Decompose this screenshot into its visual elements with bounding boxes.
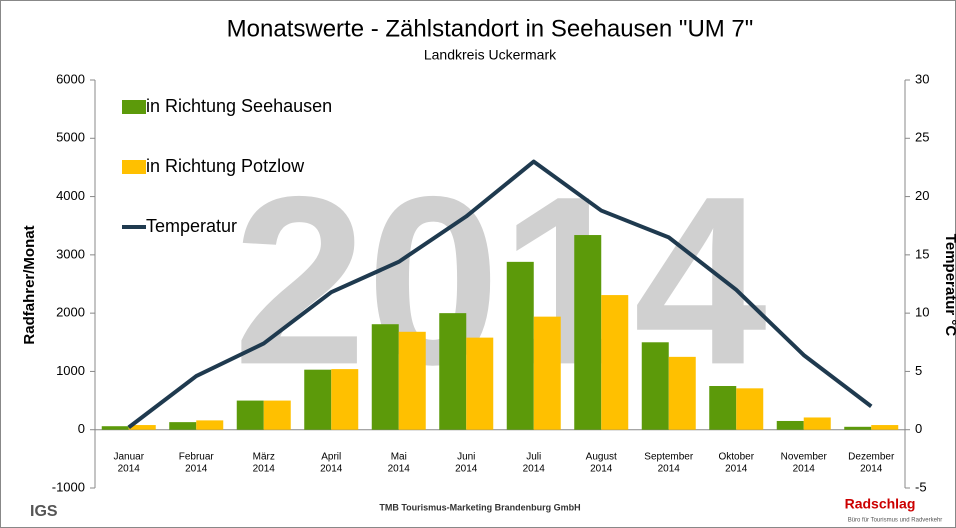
chart-subtitle: Landkreis Uckermark	[424, 47, 557, 63]
bar	[709, 386, 737, 430]
bar	[263, 400, 291, 430]
y-tick-label: 6000	[56, 71, 85, 86]
bar	[803, 417, 831, 430]
x-tick-label: Juni 2014	[455, 451, 478, 474]
bar	[533, 316, 561, 430]
bar	[668, 356, 696, 430]
x-tick-label: Januar 2014	[113, 451, 144, 474]
bar	[601, 295, 629, 430]
y2-tick-label: -5	[915, 479, 927, 494]
x-tick-label: Mai 2014	[388, 451, 411, 474]
legend-label: in Richtung Potzlow	[146, 156, 305, 176]
y-tick-label: 0	[78, 421, 85, 436]
x-tick-label: Februar 2014	[179, 451, 215, 474]
bar	[371, 324, 399, 430]
logo-center: TMB Tourismus-Marketing Brandenburg GmbH	[379, 502, 580, 512]
bar	[331, 369, 359, 430]
x-tick-label: September 2014	[644, 451, 694, 474]
bar	[844, 426, 872, 430]
y2-tick-label: 5	[915, 363, 922, 378]
y-tick-label: 4000	[56, 188, 85, 203]
chart-title: Monatswerte - Zählstandort in Seehausen …	[227, 15, 754, 42]
bar	[871, 425, 899, 430]
bar	[736, 388, 764, 430]
temperature-line	[127, 159, 873, 429]
y2-axis-title: Temperatur °C	[942, 234, 956, 337]
y2-tick-label: 10	[915, 305, 929, 320]
x-tick-label: Dezember 2014	[848, 451, 895, 474]
y-tick-label: -1000	[52, 479, 85, 494]
bar	[398, 331, 426, 430]
legend-swatch	[122, 100, 146, 114]
bar	[236, 400, 264, 430]
y-tick-label: 5000	[56, 130, 85, 145]
logo-right: Radschlag	[845, 496, 916, 512]
y-tick-label: 2000	[56, 305, 85, 320]
bar	[506, 261, 534, 430]
bar	[466, 337, 494, 430]
y-tick-label: 3000	[56, 246, 85, 261]
x-tick-label: August 2014	[586, 451, 617, 474]
x-tick-label: November 2014	[781, 451, 828, 474]
x-tick-label: Oktober 2014	[718, 451, 754, 474]
bar	[169, 422, 197, 430]
y2-tick-label: 0	[915, 421, 922, 436]
bar	[641, 342, 669, 430]
bar	[128, 425, 156, 430]
bar	[304, 369, 332, 430]
legend-label: Temperatur	[146, 216, 237, 236]
logo-right-sub: Büro für Tourismus und Radverkehr	[848, 518, 943, 524]
bar	[101, 426, 129, 430]
x-tick-label: März 2014	[253, 451, 276, 474]
bar	[439, 313, 467, 430]
y-axis-title: Radfahrer/Monat	[21, 225, 38, 344]
logo-left: IGS	[30, 503, 58, 520]
legend-swatch	[122, 160, 146, 174]
legend-label: in Richtung Seehausen	[146, 96, 332, 116]
y2-tick-label: 20	[915, 188, 929, 203]
y2-tick-label: 25	[915, 130, 929, 145]
bar	[196, 420, 224, 430]
bar	[574, 235, 602, 430]
x-tick-label: April 2014	[320, 451, 343, 474]
y2-tick-label: 30	[915, 71, 929, 86]
y-tick-label: 1000	[56, 363, 85, 378]
bar	[776, 420, 804, 430]
x-tick-label: Juli 2014	[523, 451, 546, 474]
y2-tick-label: 15	[915, 246, 929, 261]
